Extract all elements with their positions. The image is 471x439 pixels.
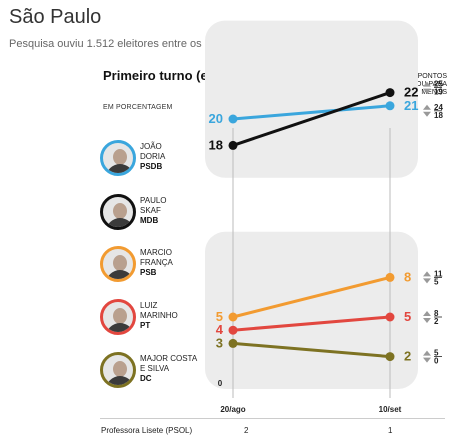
data-label: 21 [404,98,418,113]
avatar [100,194,136,230]
data-point [228,338,238,348]
data-point [385,352,395,362]
avatar [100,352,136,388]
candidate-name-line1: PAULO [140,196,167,205]
range-down-icon [423,111,431,117]
data-point [385,101,395,111]
y-zero-label: 0 [218,379,223,388]
candidate-party: PT [140,321,151,330]
margin-band-top [205,20,418,178]
range-up-icon [423,271,431,277]
series-line [232,275,391,319]
candidate-party: PSDB [140,162,163,171]
range-down-icon [423,318,431,323]
page-title: São Paulo [9,6,102,28]
range-up-icon [423,350,431,356]
range-down-icon [423,357,431,363]
candidate-doria: JOÃO DORIA PSDB [100,140,220,184]
range-low-label: 2 [434,317,439,326]
candidate-name-line2: MARINHO [140,311,178,320]
candidate-name-line1: MAJOR COSTA [140,354,198,363]
candidate-name-line2: DORIA [140,152,166,161]
footer-divider [100,418,445,419]
range-high-label: 24 [434,103,443,112]
data-point [228,114,238,124]
data-label: 22 [404,85,418,100]
range-low-label: 0 [434,357,439,366]
data-point [385,88,395,98]
data-label: 8 [404,269,411,284]
avatar [100,246,136,282]
range-low-label: 19 [434,88,443,97]
range-up-icon [423,104,431,110]
footer-candidate-name: Professora Lisete (PSOL) [101,426,193,435]
data-label: 2 [404,349,411,364]
data-point [385,312,395,322]
candidate-costa-e-silva: MAJOR COSTA E SILVA DC [100,352,220,396]
data-point [228,325,238,335]
candidate-party: MDB [140,216,159,225]
range-up-icon [423,81,431,87]
margin-band-bottom [205,231,418,389]
series-line [232,91,391,147]
footer-value-second: 1 [388,426,393,435]
series-line [232,104,391,121]
range-high-label: 8 [434,309,439,318]
candidate-name-line1: JOÃO [140,142,162,151]
candidate-party: DC [140,374,152,383]
range-down-icon [423,278,431,284]
avatar [100,140,136,176]
data-point [385,272,395,282]
series-line [232,341,391,359]
footer-value-first: 2 [244,426,249,435]
candidate-name-line1: LUIZ [140,301,158,310]
series-line [232,315,391,332]
data-label: 18 [209,137,223,152]
candidate-name-line2: SKAF [140,206,161,215]
candidate-name-line1: MARCIO [140,248,172,257]
range-low-label: 5 [434,277,439,286]
range-high-label: 5 [434,349,439,358]
candidate-franca: MARCIO FRANÇA PSB [100,246,220,290]
range-down-icon [423,88,431,94]
range-up-icon [423,311,431,316]
data-label: 3 [216,335,223,350]
unit-label: EM PORCENTAGEM [103,104,173,111]
data-point [228,312,238,322]
data-point [228,140,238,150]
candidate-marinho: LUIZ MARINHO PT [100,299,220,343]
x-tick-label: 10/set [379,405,402,414]
avatar [100,299,136,335]
x-tick-label: 20/ago [220,405,245,414]
data-label: 4 [216,322,224,337]
candidate-party: PSB [140,268,157,277]
candidate-name-line2: FRANÇA [140,258,173,267]
candidate-name-line2: E SILVA [140,364,170,373]
range-high-label: 11 [434,269,443,278]
candidate-skaf: PAULO SKAF MDB [100,194,220,238]
range-high-label: 25 [434,80,443,89]
data-label: 5 [404,309,411,324]
data-label: 20 [209,111,223,126]
data-label: 5 [216,309,223,324]
range-low-label: 18 [434,111,443,120]
